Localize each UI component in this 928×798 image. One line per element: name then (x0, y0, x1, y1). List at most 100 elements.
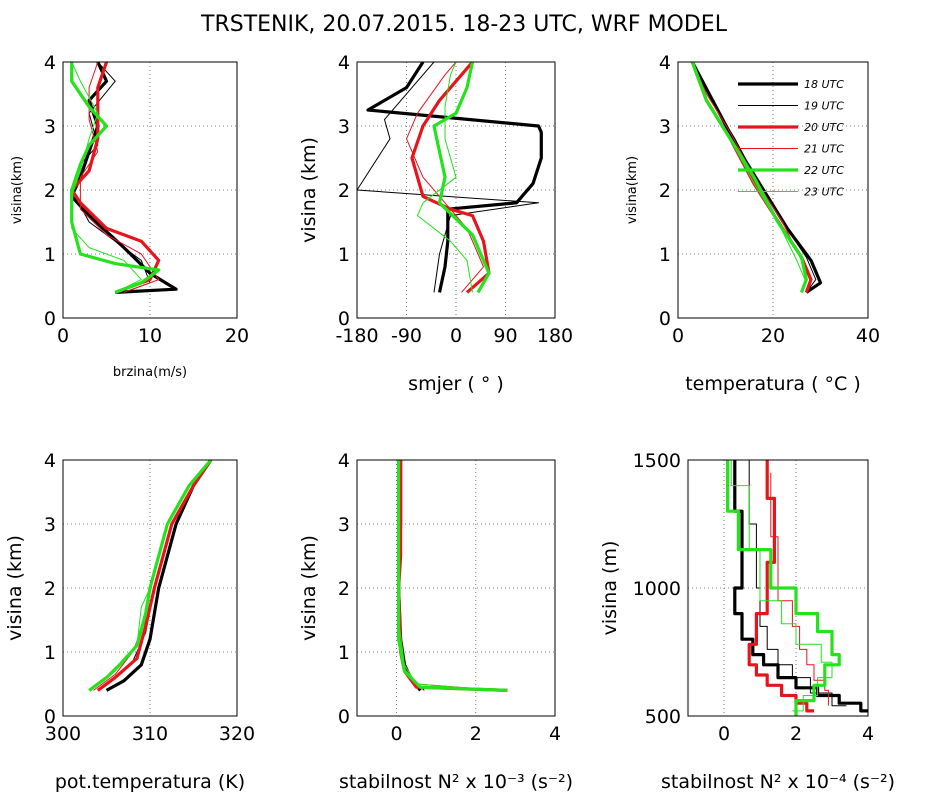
y-tick-label: 2 (44, 180, 56, 202)
y-tick-label: 4 (338, 450, 350, 472)
y-tick-label: 4 (44, 52, 56, 74)
y-tick-label: 3 (659, 116, 671, 138)
y-tick-label: 3 (44, 514, 56, 536)
y-tick-label: 0 (338, 706, 350, 728)
x-tick-label: 0 (672, 325, 684, 347)
y-tick-label: 2 (44, 578, 56, 600)
x-axis-label: smjer ( ° ) (408, 373, 504, 395)
series-line-20-utc (410, 62, 491, 294)
y-tick-label: 3 (44, 116, 56, 138)
x-tick-label: -90 (391, 325, 422, 347)
x-tick-label: 300 (45, 723, 81, 745)
panel-6: 0 2 4 500 1000 1500 stabilnost N² x 10⁻⁴ (s⁻²)… (599, 450, 895, 793)
x-tick-label: 40 (856, 325, 880, 347)
y-tick-label: 1 (44, 642, 56, 664)
series-line-22-utc (432, 62, 491, 294)
x-tick-label: 310 (132, 723, 168, 745)
y-tick-label: 500 (645, 706, 681, 728)
series-line-21-utc (79, 62, 160, 293)
series-line-19-utc (357, 62, 539, 293)
series-line-23-utc (398, 460, 496, 691)
legend-label: 18 UTC (804, 78, 844, 91)
y-axis-label: visina (km) (298, 137, 320, 243)
series-line-18-utc (733, 460, 868, 713)
y-axis-label: visina(km) (625, 156, 640, 224)
y-tick-label: 3 (338, 116, 350, 138)
x-axis-label: temperatura ( °C ) (685, 373, 861, 395)
y-tick-label: 4 (338, 52, 350, 74)
y-axis-label: visina (m) (599, 541, 621, 636)
x-tick-label: 2 (470, 723, 482, 745)
y-tick-label: 0 (338, 308, 350, 330)
x-tick-label: 320 (219, 723, 255, 745)
panel-1: 0 10 20 0 1 2 3 4 brzina(m/s) visina(km) (10, 52, 249, 380)
y-tick-label: 1 (338, 642, 350, 664)
y-tick-label: 0 (659, 308, 671, 330)
x-tick-label: 0 (718, 723, 730, 745)
legend-label: 22 UTC (804, 164, 844, 177)
axes-frame (356, 61, 556, 319)
axes-frame (62, 459, 238, 717)
x-axis-label: brzina(m/s) (113, 365, 187, 380)
y-tick-label: 1 (338, 244, 350, 266)
series-line-20-utc (397, 460, 508, 692)
series-line-21-utc (406, 62, 484, 293)
y-tick-label: 1 (44, 244, 56, 266)
x-tick-label: 0 (450, 325, 462, 347)
y-tick-label: 4 (659, 52, 671, 74)
figure-title: TRSTENIK, 20.07.2015. 18-23 UTC, WRF MOD… (201, 12, 727, 37)
y-axis-label: visina (km) (298, 535, 320, 641)
series-line-22-utc (70, 62, 161, 294)
series-line-23-utc (417, 62, 473, 293)
y-tick-label: 1 (659, 244, 671, 266)
axes-frame (677, 61, 869, 319)
x-tick-label: 10 (138, 325, 162, 347)
panel-3: 0 20 40 0 1 2 3 4 temperatura ( °C ) visina(km) (625, 52, 880, 395)
x-tick-label: 20 (761, 325, 785, 347)
series-line-23-utc (730, 460, 833, 712)
series-line-21-utc (398, 460, 500, 691)
x-tick-label: -180 (335, 325, 378, 347)
series-line-23-utc (691, 62, 807, 293)
series-line-20-utc (70, 62, 161, 294)
series-line-22-utc (725, 460, 841, 716)
x-tick-label: 0 (391, 723, 403, 745)
x-tick-label: 90 (493, 325, 517, 347)
series-line-22-utc (397, 460, 508, 692)
x-tick-label: 0 (57, 325, 69, 347)
series-line-18-utc (366, 62, 543, 293)
series-line-23-utc (88, 460, 212, 691)
x-tick-label: 20 (225, 325, 249, 347)
axes-frame (62, 61, 238, 319)
y-tick-label: 1500 (633, 450, 681, 472)
panel-4: 300 310 320 0 1 2 3 4 pot.temperatura (K) visina … (4, 450, 255, 793)
x-axis-label: stabilnost N² x 10⁻⁴ (s⁻²) (661, 771, 895, 793)
x-axis-label: pot.temperatura (K) (55, 771, 245, 793)
axes-frame (687, 459, 869, 717)
series-line-20-utc (96, 460, 213, 692)
series-line-18-utc (70, 62, 178, 294)
series-line-23-utc (71, 62, 142, 293)
y-tick-label: 2 (659, 180, 671, 202)
y-tick-label: 2 (338, 180, 350, 202)
legend-label: 23 UTC (804, 186, 844, 199)
panel-2: -180 -90 0 90 180 0 1 2 3 4 smjer ( ° ) visina (km) (298, 52, 573, 395)
legend-label: 19 UTC (804, 100, 844, 113)
y-tick-label: 0 (44, 308, 56, 330)
series-line-21-utc (691, 62, 812, 293)
x-tick-label: 2 (790, 723, 802, 745)
x-tick-label: 180 (537, 325, 573, 347)
series-line-20-utc (747, 460, 814, 713)
y-tick-label: 0 (44, 706, 56, 728)
y-tick-label: 2 (338, 578, 350, 600)
legend-label: 21 UTC (804, 143, 844, 156)
y-axis-label: visina (km) (4, 535, 26, 641)
y-tick-label: 1000 (633, 578, 681, 600)
series-line-22-utc (88, 460, 213, 692)
x-tick-label: 4 (862, 723, 874, 745)
x-axis-label: stabilnost N² x 10⁻³ (s⁻²) (339, 771, 573, 793)
y-axis-label: visina(km) (10, 156, 25, 224)
panel-5: 0 2 4 0 1 2 3 4 stabilnost N² x 10⁻³ (s⁻²) visina… (298, 450, 573, 793)
legend-label: 20 UTC (804, 121, 844, 134)
